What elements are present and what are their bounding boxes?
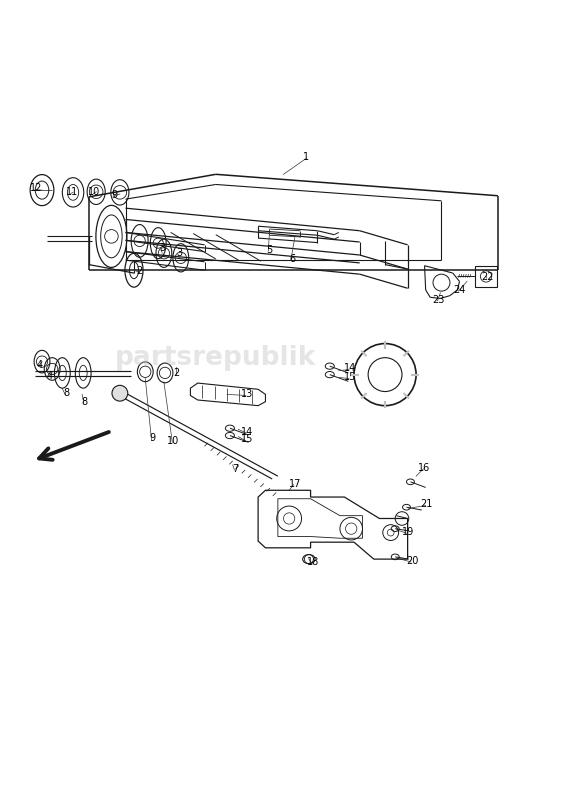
- Text: 10: 10: [88, 187, 100, 198]
- Text: 2: 2: [137, 266, 143, 276]
- Text: 3: 3: [159, 242, 165, 253]
- Text: 23: 23: [433, 294, 445, 305]
- Text: 15: 15: [344, 373, 356, 382]
- Text: 9: 9: [150, 434, 156, 443]
- Text: 3: 3: [176, 248, 182, 258]
- Text: 16: 16: [418, 462, 431, 473]
- Text: 13: 13: [241, 390, 253, 399]
- Text: 19: 19: [401, 527, 414, 537]
- Text: 12: 12: [30, 183, 43, 194]
- Text: 11: 11: [66, 187, 78, 198]
- Text: 8: 8: [63, 388, 69, 398]
- Text: 22: 22: [481, 272, 494, 282]
- Text: 24: 24: [454, 285, 466, 295]
- Text: 20: 20: [406, 556, 418, 566]
- Text: 9: 9: [111, 190, 117, 200]
- Text: 15: 15: [240, 434, 253, 445]
- Text: partsrepublik: partsrepublik: [115, 345, 316, 370]
- Text: 4: 4: [37, 360, 43, 370]
- Text: 8: 8: [82, 397, 88, 406]
- Text: 21: 21: [421, 499, 433, 510]
- Text: 1: 1: [303, 152, 309, 162]
- Text: 10: 10: [167, 436, 180, 446]
- Text: 4: 4: [46, 370, 52, 381]
- Text: 5: 5: [266, 245, 273, 255]
- Text: 14: 14: [241, 426, 253, 437]
- Text: 14: 14: [344, 363, 356, 374]
- Text: 6: 6: [289, 254, 295, 264]
- Text: 7: 7: [232, 464, 239, 474]
- Circle shape: [112, 386, 128, 401]
- Text: 2: 2: [173, 368, 179, 378]
- Text: 17: 17: [289, 478, 301, 489]
- Text: 18: 18: [307, 557, 319, 567]
- Bar: [475, 266, 497, 287]
